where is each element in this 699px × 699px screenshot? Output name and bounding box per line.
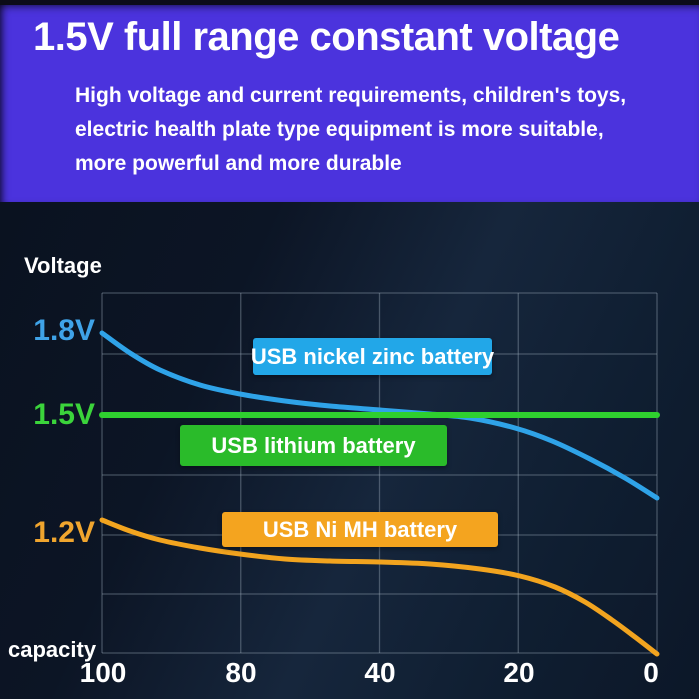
banner-title: 1.5V full range constant voltage [33,15,620,59]
legend-ni-mh-battery: USB Ni MH battery [222,512,498,547]
banner-subtitle: High voltage and current requirements, c… [75,79,675,181]
banner-line-2: electric health plate type equipment is … [75,118,604,141]
xtick-40: 40 [364,657,396,688]
discharge-curves-plot [99,292,660,657]
banner-line-3: more powerful and more durable [75,152,402,175]
xtick-0: 0 [643,657,659,688]
ytick-1-2v: 1.2V [33,516,95,549]
top-black-strip [0,0,699,5]
xtick-20: 20 [503,657,535,688]
banner-line-1: High voltage and current requirements, c… [75,84,627,107]
xtick-100: 100 [79,657,127,688]
ytick-1-8v: 1.8V [33,314,95,347]
banner: 1.5V full range constant voltage High vo… [0,5,699,202]
discharge-chart-section: Voltage capacity 1.8V 1.5V 1.2V USB nick… [0,202,699,699]
legend-lithium-battery: USB lithium battery [180,425,447,466]
xtick-80: 80 [225,657,257,688]
x-axis-title: capacity [8,637,97,662]
y-axis-title: Voltage [24,253,102,278]
ytick-1-5v: 1.5V [33,398,95,431]
legend-nickel-zinc-battery: USB nickel zinc battery [251,338,494,375]
